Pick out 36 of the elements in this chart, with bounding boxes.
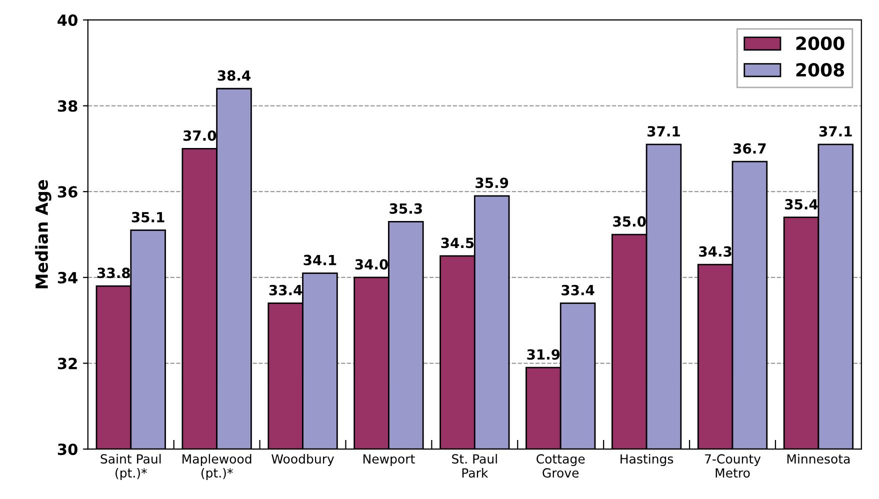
data-label: 37.0 xyxy=(183,130,216,141)
data-label: 33.4 xyxy=(562,284,594,296)
data-label: 36.7 xyxy=(733,143,766,154)
data-label: 35.4 xyxy=(785,199,818,210)
data-label: 38.4 xyxy=(218,70,251,81)
x-tick-label: Newport xyxy=(363,454,415,466)
x-tick-label: St. Paul Park xyxy=(452,454,497,478)
data-label: 37.1 xyxy=(819,126,852,137)
data-label: 37.1 xyxy=(648,126,680,137)
y-tick-label: 30 xyxy=(58,444,78,456)
y-tick-label: 40 xyxy=(58,14,78,26)
data-label: 34.0 xyxy=(355,259,388,270)
data-label: 33.4 xyxy=(269,284,302,296)
x-tick-label: Minnesota xyxy=(787,454,850,464)
data-label: 34.3 xyxy=(699,246,732,257)
x-tick-label: Woodbury xyxy=(272,454,334,466)
x-tick-label: Hastings xyxy=(620,454,674,466)
x-tick-label: Maplewood (pt.)* xyxy=(182,454,252,480)
y-tick-label: 32 xyxy=(58,358,77,370)
data-label: 35.1 xyxy=(132,212,164,222)
data-label: 31.9 xyxy=(527,349,560,360)
legend-label: 2000 xyxy=(796,36,844,50)
data-label: 34.5 xyxy=(441,238,474,248)
y-tick-label: 36 xyxy=(58,186,78,198)
data-label: 35.3 xyxy=(390,203,422,214)
data-label: 35.0 xyxy=(613,216,646,227)
x-tick-label: Cottage Grove xyxy=(536,454,585,478)
data-label: 34.1 xyxy=(304,254,336,266)
y-tick-label: 38 xyxy=(58,100,78,112)
y-tick-label: 34 xyxy=(58,272,78,284)
legend-label: 2008 xyxy=(796,63,844,77)
y-axis-title: Median Age xyxy=(35,180,52,288)
x-tick-label: Saint Paul (pt.)* xyxy=(100,454,161,480)
x-tick-label: 7-County Metro xyxy=(705,454,761,478)
data-label: 33.8 xyxy=(97,268,130,278)
data-label: 35.9 xyxy=(476,178,508,188)
